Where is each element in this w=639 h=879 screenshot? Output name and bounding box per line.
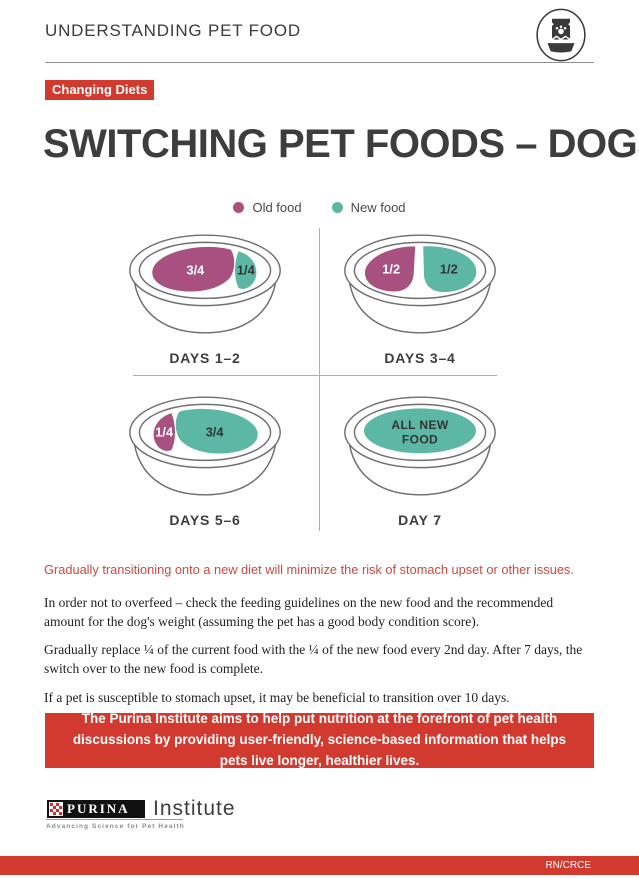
bowl-caption: DAYS 5–6 xyxy=(169,512,241,528)
institute-wordmark: Institute xyxy=(153,797,236,820)
all-new-food-label-line1: ALL NEW xyxy=(391,418,449,432)
purina-checkerboard-icon xyxy=(49,802,63,816)
purina-institute-callout: The Purina Institute aims to help put nu… xyxy=(45,711,594,768)
footer-code: RN/CRCE xyxy=(545,860,591,871)
old-portion-label: 3/4 xyxy=(187,262,206,277)
document-header-title: UNDERSTANDING PET FOOD xyxy=(45,21,301,40)
new-portion-label: 3/4 xyxy=(206,424,225,439)
bowl-panel-days-1-2: 3/4 1/4 DAYS 1–2 xyxy=(115,232,295,366)
paragraph-susceptible: If a pet is susceptible to stomach upset… xyxy=(44,689,510,705)
logo-tagline: Advancing Science for Pet Health xyxy=(46,819,184,830)
old-portion-label: 1/2 xyxy=(382,262,400,277)
bowl-panel-days-3-4: 1/2 1/2 DAYS 3–4 xyxy=(330,232,510,366)
body-text: In order not to overfeed – check the fee… xyxy=(44,593,596,716)
new-portion-label: 1/4 xyxy=(237,262,256,277)
grid-divider-horizontal xyxy=(133,375,497,376)
bowl-illustration-days-5-6: 1/4 3/4 xyxy=(129,396,281,496)
pet-food-bag-and-bowl-icon xyxy=(534,7,588,68)
grid-divider-vertical xyxy=(319,228,320,531)
paragraph-replace: Gradually replace ¼ of the current food … xyxy=(44,642,583,677)
bowl-caption: DAYS 3–4 xyxy=(384,350,456,366)
legend-label-old: Old food xyxy=(252,200,302,215)
bowl-panel-day-7: ALL NEW FOOD DAY 7 xyxy=(330,394,510,528)
legend: Old food New food xyxy=(0,200,639,215)
new-food-dot-icon xyxy=(331,202,343,213)
bowl-caption: DAYS 1–2 xyxy=(169,350,241,366)
purina-wordmark: PURINA xyxy=(67,801,130,816)
bowl-illustration-days-3-4: 1/2 1/2 xyxy=(344,234,496,334)
legend-item-new-food: New food xyxy=(331,200,406,215)
legend-item-old-food: Old food xyxy=(233,200,302,215)
legend-label-new: New food xyxy=(350,200,406,215)
all-new-food-label-line2: FOOD xyxy=(402,433,438,447)
page-title: SWITCHING PET FOODS – DOGS xyxy=(43,122,639,166)
paragraph-overfeed: In order not to overfeed – check the fee… xyxy=(44,595,554,630)
old-portion-label: 1/4 xyxy=(155,424,174,439)
new-portion-label: 1/2 xyxy=(440,262,458,277)
purina-logo-bar: PURINA xyxy=(47,800,145,818)
bowl-illustration-days-1-2: 3/4 1/4 xyxy=(129,234,281,334)
highlight-sentence: Gradually transitioning onto a new diet … xyxy=(44,562,574,577)
bowl-illustration-day-7: ALL NEW FOOD xyxy=(344,396,496,496)
old-food-dot-icon xyxy=(233,202,245,213)
header-divider xyxy=(45,62,594,63)
section-badge: Changing Diets xyxy=(45,80,155,100)
bowl-caption: DAY 7 xyxy=(398,512,442,528)
footer-bar: RN/CRCE xyxy=(0,856,639,875)
bowl-panel-days-5-6: 1/4 3/4 DAYS 5–6 xyxy=(115,394,295,528)
